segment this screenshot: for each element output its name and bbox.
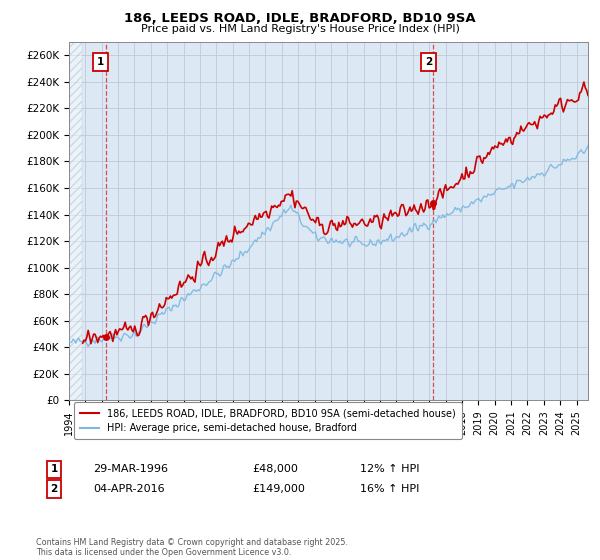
Text: 2: 2: [425, 57, 432, 67]
Legend: 186, LEEDS ROAD, IDLE, BRADFORD, BD10 9SA (semi-detached house), HPI: Average pr: 186, LEEDS ROAD, IDLE, BRADFORD, BD10 9S…: [74, 402, 461, 439]
Text: 1: 1: [50, 464, 58, 474]
Text: 29-MAR-1996: 29-MAR-1996: [93, 464, 168, 474]
Text: 16% ↑ HPI: 16% ↑ HPI: [360, 484, 419, 494]
Text: £149,000: £149,000: [252, 484, 305, 494]
Text: 1: 1: [97, 57, 104, 67]
Text: 12% ↑ HPI: 12% ↑ HPI: [360, 464, 419, 474]
Text: Contains HM Land Registry data © Crown copyright and database right 2025.
This d: Contains HM Land Registry data © Crown c…: [36, 538, 348, 557]
Text: 186, LEEDS ROAD, IDLE, BRADFORD, BD10 9SA: 186, LEEDS ROAD, IDLE, BRADFORD, BD10 9S…: [124, 12, 476, 25]
Text: 2: 2: [50, 484, 58, 494]
Text: 04-APR-2016: 04-APR-2016: [93, 484, 164, 494]
Text: Price paid vs. HM Land Registry's House Price Index (HPI): Price paid vs. HM Land Registry's House …: [140, 24, 460, 34]
Text: £48,000: £48,000: [252, 464, 298, 474]
